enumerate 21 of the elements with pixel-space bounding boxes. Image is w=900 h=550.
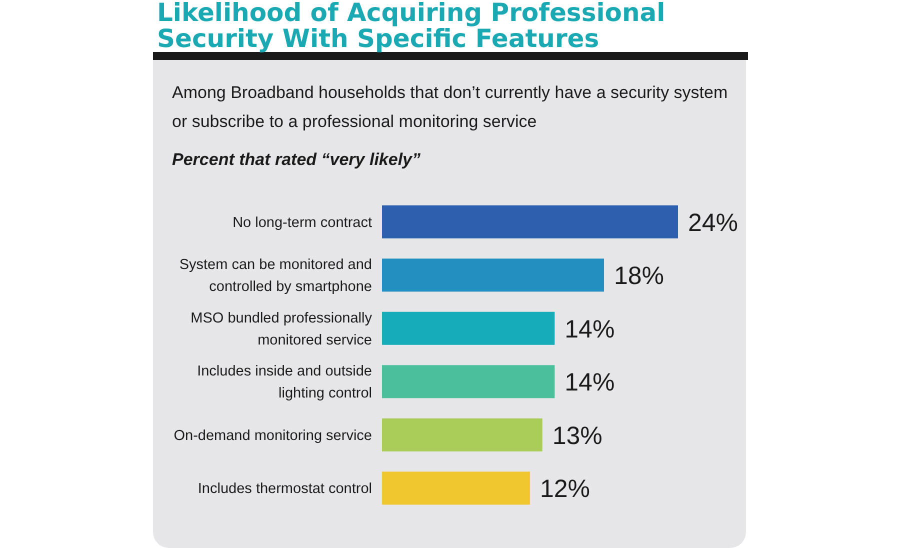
data-label: 14% <box>564 368 615 397</box>
y-tick-label: Includes inside and outside lighting control <box>197 364 372 402</box>
bar <box>382 418 542 452</box>
y-tick-label: Includes thermostat control <box>198 481 372 498</box>
chart-subtitle: Among Broadband households that don’t currently have a security system or subscribe to a professional monitoring service <box>172 83 728 131</box>
data-label: 14% <box>564 315 615 344</box>
bar <box>382 205 678 238</box>
data-label: 13% <box>552 422 602 450</box>
chart-title: Likelihood of Acquiring Professional Security With Specific Features <box>157 0 666 53</box>
x-axis-title: Percent that rated “very likely” <box>172 150 421 169</box>
bar <box>382 472 530 505</box>
bar <box>382 312 555 345</box>
data-label: 24% <box>688 208 738 237</box>
y-tick-label: No long-term contract <box>232 214 372 231</box>
y-tick-label: System can be monitored and controlled by smartphone <box>179 257 372 296</box>
bar <box>382 365 555 398</box>
bar <box>382 258 604 292</box>
y-tick-label: On-demand monitoring service <box>174 428 372 444</box>
data-label: 18% <box>614 262 664 290</box>
data-label: 12% <box>540 475 590 504</box>
y-tick-label: MSO bundled professionally monitored service <box>190 310 373 348</box>
